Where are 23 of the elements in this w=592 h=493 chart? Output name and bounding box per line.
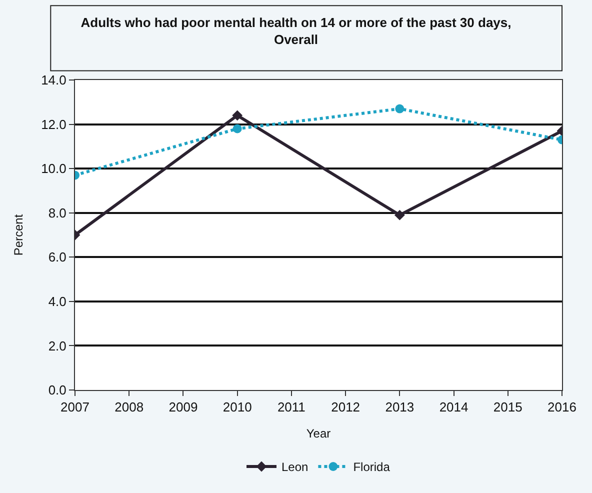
legend-label: Florida (353, 460, 390, 474)
y-tick-label: 6.0 (48, 250, 66, 265)
x-axis-title: Year (306, 426, 331, 440)
y-axis-title: Percent (11, 214, 26, 256)
x-tick-label: 2011 (277, 400, 306, 415)
x-tick-label: 2016 (548, 400, 576, 415)
y-tick-label: 0.0 (48, 382, 66, 398)
x-tick-label: 2015 (493, 400, 522, 415)
x-tick-label: 2010 (222, 400, 252, 415)
legend-label: Leon (282, 460, 308, 474)
y-tick-label: 8.0 (48, 205, 66, 220)
y-tick-label: 10.0 (41, 161, 66, 176)
y-tick-label: 12.0 (41, 116, 66, 132)
y-tick-label: 2.0 (48, 338, 66, 354)
chart-title: Adults who had poor mental health on 14 or more of the past 30 days, Overall (80, 15, 512, 48)
y-tick-label: 4.0 (48, 294, 66, 309)
x-tick-label: 2014 (439, 400, 468, 415)
x-tick-label: 2009 (168, 400, 198, 415)
y-tick-label: 14.0 (41, 72, 66, 88)
x-tick-label: 2012 (331, 400, 360, 415)
x-tick-label: 2008 (114, 400, 144, 415)
x-tick-label: 2013 (385, 400, 414, 415)
x-tick-label: 2007 (60, 400, 90, 415)
